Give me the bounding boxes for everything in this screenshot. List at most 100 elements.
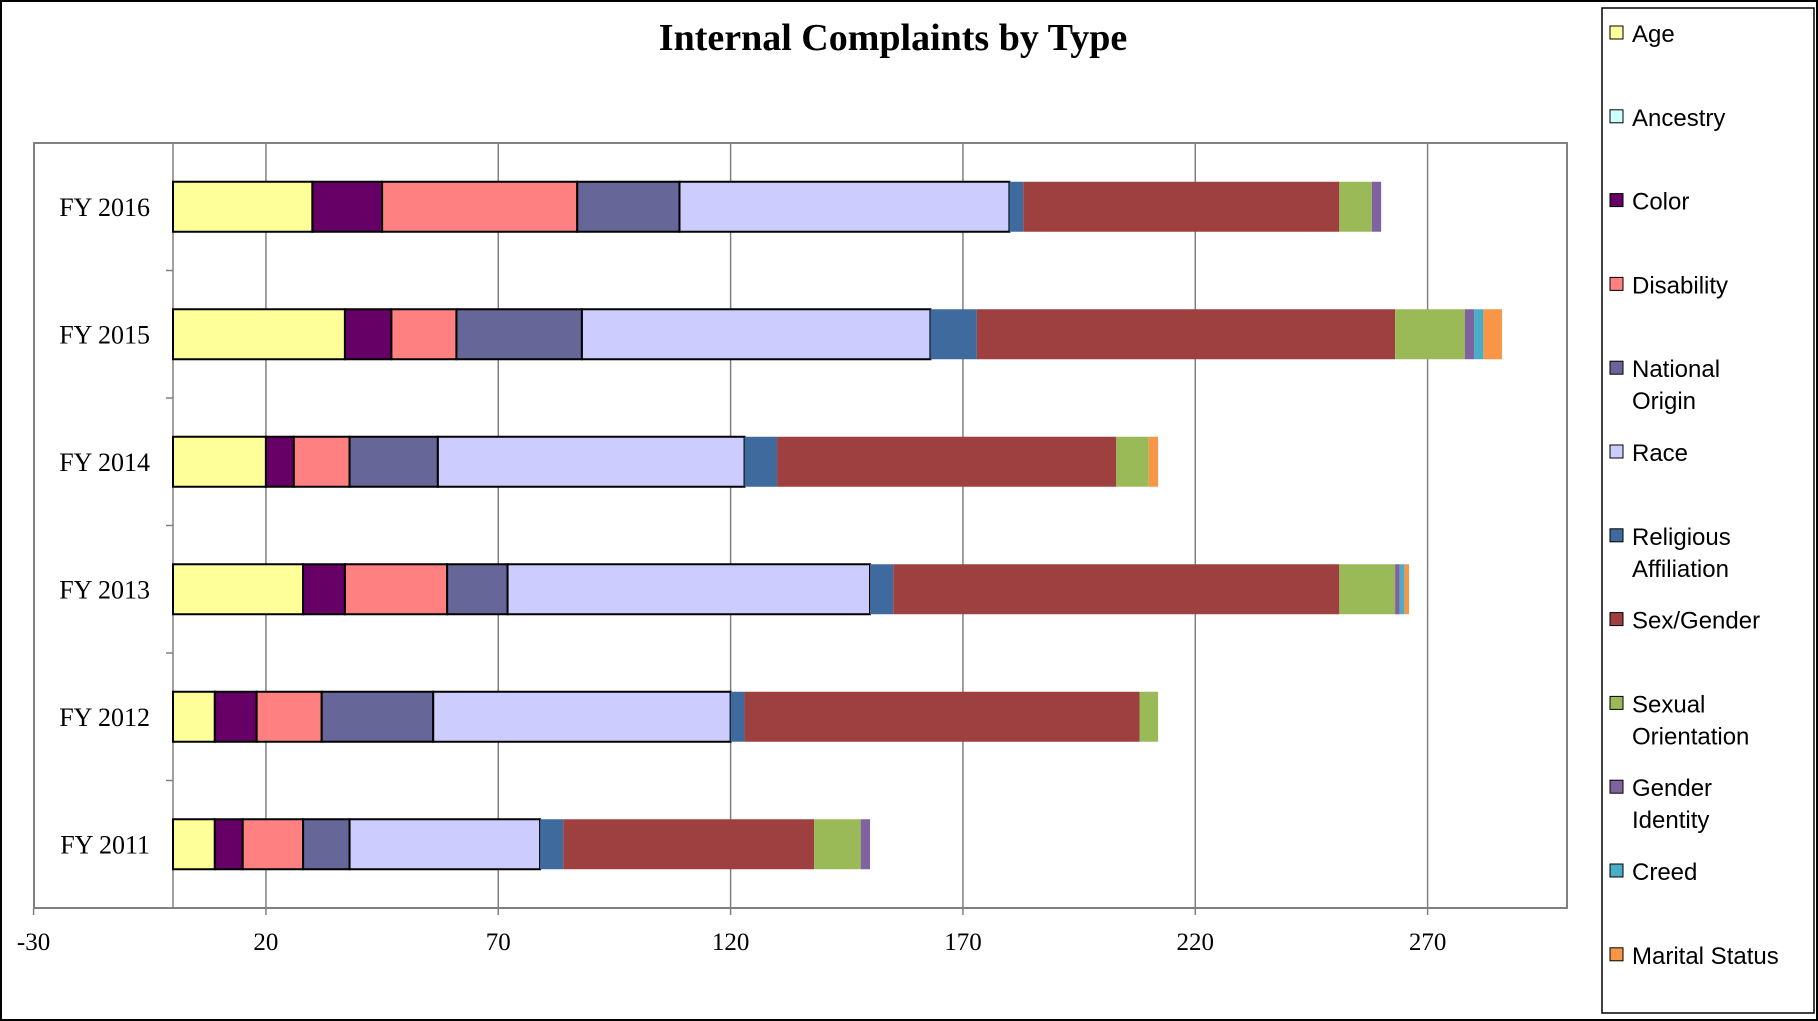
bar-segment [172,563,305,616]
bar-segment [172,435,267,488]
legend-label: Sexual Orientation [1632,691,1749,750]
bar-segment [292,435,351,488]
legend-label: Ancestry [1632,105,1725,132]
legend-label: Creed [1632,859,1697,886]
legend-label: National Origin [1632,356,1720,415]
legend-swatch [1609,779,1624,794]
bar-segment [744,436,778,487]
bar-segment [320,690,435,743]
legend-label: Sex/Gender [1632,608,1760,635]
x-tick-label: 120 [712,929,750,956]
bar-segment [540,819,564,870]
bar-segment [255,690,323,743]
y-tick-label: FY 2015 [59,320,150,349]
bar-segment [172,690,216,743]
bar-segment [1009,181,1024,232]
bar-segment [1395,564,1400,615]
bar-segment [343,308,393,361]
legend-swatch [1609,25,1624,40]
legend-swatch [1609,612,1624,627]
x-tick-label: 20 [253,929,278,956]
x-tick-label: 220 [1177,929,1215,956]
legend-label: Disability [1632,272,1728,299]
bar-segment [860,819,871,870]
bar-segment [730,691,745,742]
bar-segment [576,180,681,233]
bar-segment [172,818,216,871]
legend-label: Race [1632,440,1688,467]
bar-segment [1139,691,1159,742]
bar-segment [172,180,314,233]
chart-title: Internal Complaints by Type [659,17,1127,59]
legend-label: Color [1632,189,1689,216]
bar-segment [1148,436,1159,487]
bar-segment [213,690,258,743]
bar-segment [814,819,861,870]
bar-segment [1116,436,1149,487]
y-tick-label: FY 2011 [60,830,150,859]
legend-swatch [1609,193,1624,208]
bar-segment [1464,309,1475,360]
bar-segment [436,435,746,488]
y-tick-label: FY 2013 [59,575,150,604]
bar-segment [893,564,1340,615]
plot-area: -30 20 70 120 170 220 270 FY 2011 FY 2012 FY 2013… [17,142,1568,956]
legend-label: Gender Identity [1632,775,1712,834]
bar-segment [241,818,305,871]
y-tick-label: FY 2016 [59,193,150,222]
bar-segment [213,818,244,871]
x-tick-label: 170 [944,929,982,956]
bar-segment [1339,181,1372,232]
bar-segment [1474,309,1484,360]
legend-label: Marital Status [1632,943,1779,970]
legend-swatch [1609,444,1624,459]
legend: Age Ancestry Color Disability National Origin… [1601,7,1815,1014]
bar-segment [580,308,932,361]
bar-segment [348,435,439,488]
legend-label: Age [1632,21,1675,48]
bar-segment [563,819,815,870]
bar-segment [930,309,977,360]
bar-segment [744,691,1140,742]
bar-segment [976,309,1396,360]
bar-segment [1023,181,1340,232]
bar-segment [1404,564,1410,615]
y-tick-label: FY 2014 [59,448,150,477]
y-tick-label: FY 2012 [59,703,150,732]
bar-segment [678,180,1011,233]
bar-segment [302,563,346,616]
bar-segment [348,818,542,871]
bar-segment [390,308,458,361]
legend-box [1601,7,1815,1014]
bar-segment [1371,181,1382,232]
bar-segment [777,436,1117,487]
plot-border [33,142,1568,909]
legend-swatch [1609,276,1624,291]
bar-segment [432,690,732,743]
legend-swatch [1609,360,1624,375]
bar-segment [1483,309,1502,360]
x-tick-label: -30 [17,929,50,956]
legend-swatch [1609,528,1624,543]
bar-segment [455,308,583,361]
bar-segment [1399,564,1405,615]
legend-swatch [1609,695,1624,710]
bar-segment [870,564,894,615]
bar-segment [264,435,295,488]
x-tick-label: 270 [1409,929,1447,956]
bar-segment [1339,564,1396,615]
bar-segment [506,563,872,616]
bar-segment [1395,309,1465,360]
bar-segment [172,308,346,361]
legend-swatch [1609,947,1624,962]
x-tick-label: 70 [486,929,511,956]
bar-segment [302,818,351,871]
legend-swatch [1609,863,1624,878]
bar-segment [381,180,579,233]
legend-swatch [1609,109,1624,124]
bar-segment [343,563,449,616]
bar-segment [446,563,509,616]
legend-label: Religious Affiliation [1632,524,1731,583]
